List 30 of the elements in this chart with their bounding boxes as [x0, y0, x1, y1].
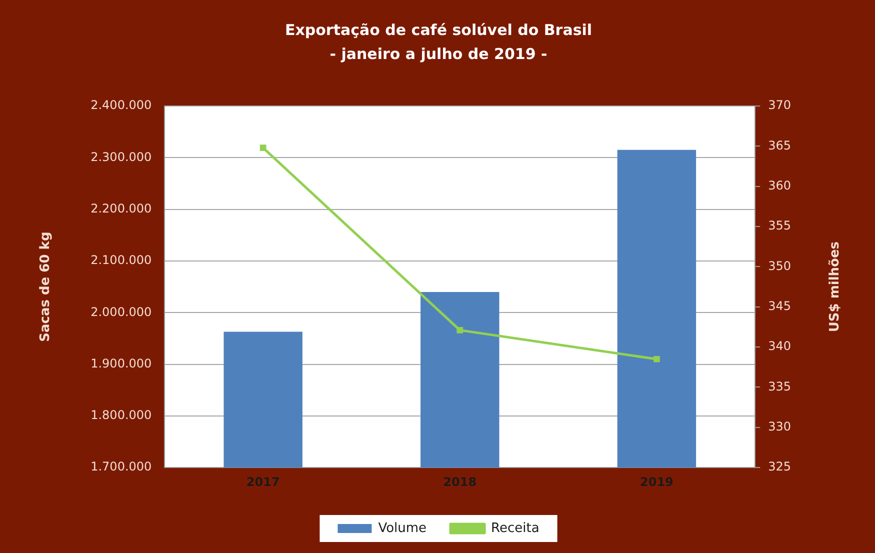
- point: [654, 356, 660, 362]
- chart-title: Exportação de café solúvel do Brasil: [284, 20, 592, 39]
- y2-tick-label: 340: [768, 339, 791, 354]
- x-tick-label: 2018: [443, 474, 477, 489]
- y-tick-label: 2.300.000: [90, 150, 152, 164]
- y2-tick-label: 365: [768, 138, 791, 152]
- y-tick-label: 2.200.000: [90, 201, 152, 216]
- point: [260, 144, 266, 151]
- legend-label: Receita: [491, 520, 540, 536]
- y-tick-label: 1.900.000: [90, 356, 152, 370]
- chart-subtitle: - janeiro a julho de 2019 -: [330, 44, 548, 63]
- point: [456, 327, 464, 334]
- y-tick-label: 2.400.000: [90, 98, 152, 112]
- y2-tick-label: 325: [768, 460, 791, 474]
- legend-label: Volume: [378, 520, 427, 536]
- y-axis-title: Sacas de 60 kg: [38, 232, 54, 342]
- x-tick-label: 2017: [246, 474, 280, 489]
- y2-tick-label: 335: [768, 379, 791, 394]
- y2-tick-label: 330: [768, 420, 791, 434]
- y-tick-label: 2.000.000: [90, 304, 152, 319]
- x-tick-label: 2019: [640, 474, 674, 489]
- y-tick-label: 2.100.000: [90, 253, 152, 268]
- y2-tick-label: 355: [768, 218, 791, 233]
- y2-tick-label: 370: [768, 98, 791, 112]
- y2-tick-label: 360: [768, 178, 791, 192]
- y2-axis-title: US$ milhões: [827, 241, 842, 332]
- y-tick-label: 1.700.000: [90, 460, 152, 474]
- y-tick-label: 1.800.000: [90, 408, 152, 422]
- y2-tick-label: 350: [768, 258, 791, 273]
- y2-tick-label: 345: [768, 299, 791, 314]
